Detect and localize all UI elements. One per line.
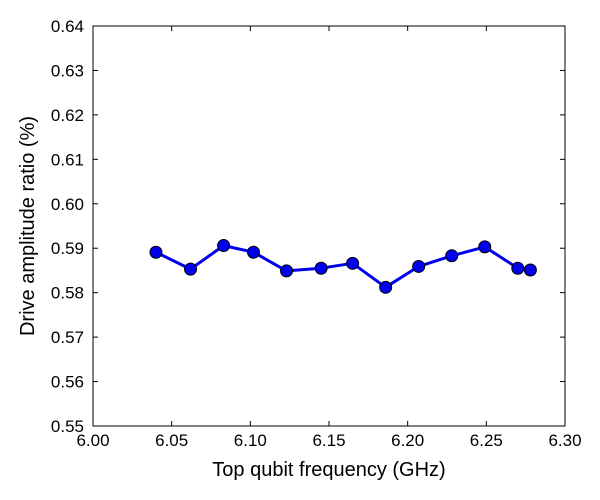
series-layer [149, 239, 537, 294]
plot-frame [92, 25, 566, 427]
x-tick-label: 6.15 [312, 431, 345, 450]
x-tick-label: 6.00 [76, 431, 109, 450]
plot-area [92, 25, 566, 427]
y-axis: 0.55 0.56 0.57 0.58 0.59 0.60 0.61 0.62 0.63 0.64 [51, 17, 565, 436]
data-point [149, 245, 163, 259]
y-tick-label: 0.64 [51, 17, 84, 36]
data-point [184, 262, 198, 276]
y-tick-label: 0.57 [51, 328, 84, 347]
y-tick-label: 0.56 [51, 373, 84, 392]
y-tick-label: 0.60 [51, 195, 84, 214]
y-tick-label: 0.59 [51, 239, 84, 258]
x-tick-label: 6.25 [470, 431, 503, 450]
x-axis: 6.00 6.05 6.10 6.15 6.20 6.25 6.30 [76, 26, 582, 450]
x-tick-label: 6.30 [548, 431, 581, 450]
y-tick-label: 0.61 [51, 150, 84, 169]
y-tick-label: 0.58 [51, 284, 84, 303]
data-point [511, 261, 525, 275]
data-point [445, 249, 459, 263]
x-axis-label: Top qubit frequency (GHz) [212, 459, 445, 481]
data-point [314, 261, 328, 275]
y-tick-label: 0.55 [51, 417, 84, 436]
x-tick-label: 6.10 [234, 431, 267, 450]
data-point [523, 263, 537, 277]
data-point [412, 259, 426, 273]
data-point [346, 256, 360, 270]
x-tick-label: 6.05 [155, 431, 188, 450]
data-point [217, 239, 231, 253]
y-tick-label: 0.62 [51, 106, 84, 125]
data-point [280, 264, 294, 278]
y-axis-label: Drive amplitude ratio (%) [17, 116, 39, 336]
data-point [478, 240, 492, 254]
y-tick-label: 0.63 [51, 61, 84, 80]
x-tick-label: 6.20 [391, 431, 424, 450]
data-point [379, 280, 393, 294]
data-point [246, 245, 260, 259]
